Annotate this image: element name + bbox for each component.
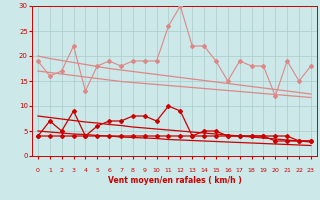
X-axis label: Vent moyen/en rafales ( km/h ): Vent moyen/en rafales ( km/h ) [108, 176, 241, 185]
